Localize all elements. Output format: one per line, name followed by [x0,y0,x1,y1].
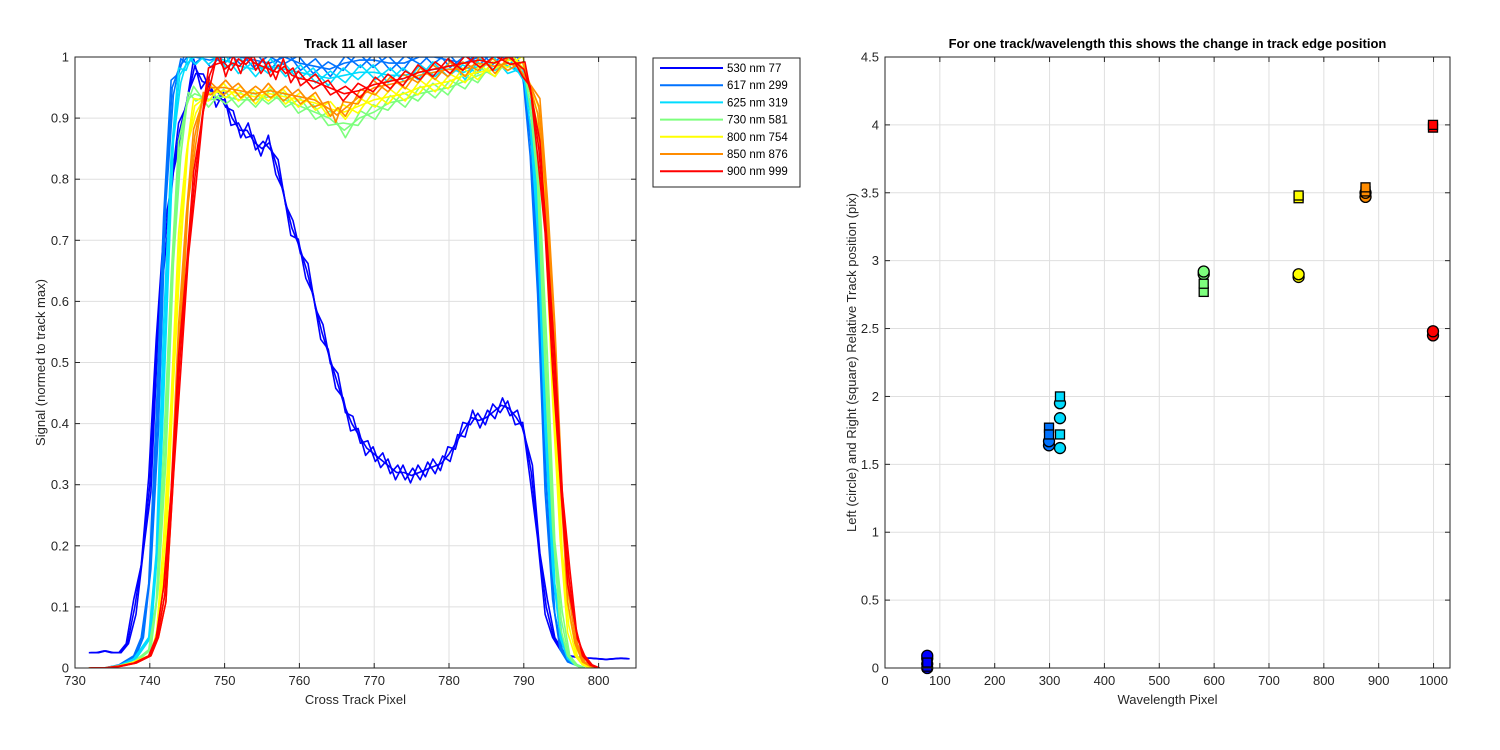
y-tick-label: 1.5 [861,457,879,472]
line-chart-signal: 730 740 750 760 770 780 790 800 0 0.1 0.2 0.3 0.4 0.5… [33,36,801,707]
x-tick-label: 700 [1258,673,1280,688]
scatter-point-circle [1053,441,1067,455]
x-tick-label: 900 [1368,673,1390,688]
x-tick-label: 740 [139,673,161,688]
plot-area [885,57,1450,668]
legend-label: 850 nm 876 [727,149,788,161]
scatter-point-square [1043,429,1055,440]
y-tick-label: 1 [872,525,879,540]
scatter-point-square [1054,429,1066,440]
legend-label: 617 nm 299 [727,80,788,92]
y-axis-label: Left (circle) and Right (square) Relativ… [844,193,859,532]
y-tick-label: 0.1 [51,599,69,614]
y-tick-label: 1 [62,50,69,65]
plot-frame [884,56,1451,669]
x-tick-label: 100 [929,673,951,688]
scatter-point-circle [1426,325,1440,338]
series-line-730-nm-581 [88,61,583,668]
scatter-point-square [1054,391,1066,402]
x-tick-label: 750 [214,673,236,688]
series-line-530-nm-77 [88,57,628,661]
y-tick-label: 2.5 [861,321,879,336]
y-tick-label: 0.9 [51,111,69,126]
y-tick-label: 0.2 [51,538,69,553]
scatter-point-square [1427,119,1439,131]
legend: 530 nm 77 617 nm 299 625 nm 319 730 nm 581 8… [652,57,801,188]
x-tick-label: 1000 [1419,673,1448,688]
x-tick-label: 400 [1094,673,1116,688]
y-tick-label: 0.4 [51,416,69,431]
chart-title: Track 11 all laser [304,36,407,51]
x-axis-label: Wavelength Pixel [1118,692,1218,707]
scatter-chart-edge-position: 0 100 200 300 400 500 600 700 800 900 1000 0 0.5 1 1.5… [844,36,1451,707]
scatter-point-square [1198,278,1209,289]
x-axis-label: Cross Track Pixel [305,692,406,707]
legend-label: 730 nm 581 [727,115,788,127]
y-tick-label: 0.7 [51,233,69,248]
series-line-900-nm-999 [88,57,598,668]
series-line-730-nm-581 [90,62,584,668]
scatter-point-circle [1197,265,1210,278]
y-tick-label: 3 [872,253,879,268]
scatter-point-square [922,657,933,668]
x-tick-label: 800 [1313,673,1335,688]
x-tick-label: 790 [513,673,535,688]
ticks: 730 740 750 760 770 780 790 800 0 0.1 0.2 0.3 0.4 0.5… [51,50,636,688]
y-tick-label: 0.8 [51,172,69,187]
scatter-point-circle [1292,268,1305,281]
x-tick-label: 0 [881,673,888,688]
y-tick-label: 2 [872,389,879,404]
legend-label: 625 nm 319 [727,97,788,109]
scatter-point-circle [1053,412,1067,425]
chart-title: For one track/wavelength this shows the … [949,36,1387,51]
series-group [88,57,630,668]
y-tick-label: 0 [62,661,69,676]
legend-label: 800 nm 754 [727,132,788,144]
series-line-900-nm-999 [91,57,601,668]
series-line-617-nm-299 [88,57,583,668]
legend-label: 900 nm 999 [727,166,788,178]
scatter-point-square [1360,182,1371,193]
legend-box [652,57,801,188]
y-axis-label: Signal (normed to track max) [33,279,48,446]
scatter-point-square [1293,190,1304,201]
y-tick-label: 4.5 [861,50,879,65]
x-tick-label: 780 [438,673,460,688]
ticks: 0 100 200 300 400 500 600 700 800 900 1000 0 0.5 1 1.5… [861,50,1450,688]
x-tick-label: 800 [588,673,610,688]
x-tick-label: 500 [1148,673,1170,688]
y-tick-label: 0.6 [51,294,69,309]
legend-label: 530 nm 77 [727,63,781,75]
y-tick-label: 4 [872,117,879,132]
y-tick-label: 0 [872,661,879,676]
y-tick-label: 0.5 [861,593,879,608]
y-tick-label: 3.5 [861,185,879,200]
x-tick-label: 760 [289,673,311,688]
x-tick-label: 300 [1039,673,1061,688]
legend-items: 530 nm 77 617 nm 299 625 nm 319 730 nm 581 8… [660,63,788,178]
series-line-625-nm-319 [88,57,583,668]
y-tick-label: 0.3 [51,477,69,492]
x-tick-label: 600 [1203,673,1225,688]
x-tick-label: 200 [984,673,1006,688]
y-tick-label: 0.5 [51,355,69,370]
points-group [921,119,1440,675]
x-tick-label: 770 [363,673,385,688]
x-tick-label: 730 [64,673,86,688]
series-line-625-nm-319 [90,57,584,668]
